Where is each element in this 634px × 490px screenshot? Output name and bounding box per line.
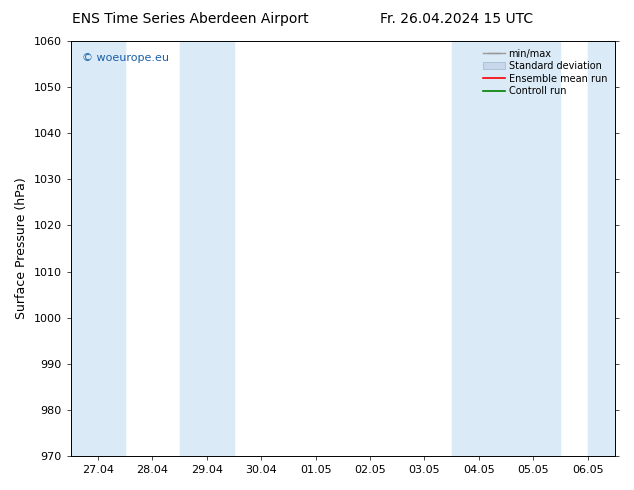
Legend: min/max, Standard deviation, Ensemble mean run, Controll run: min/max, Standard deviation, Ensemble me… — [481, 46, 610, 99]
Bar — [179, 41, 234, 456]
Y-axis label: Surface Pressure (hPa): Surface Pressure (hPa) — [15, 178, 28, 319]
Text: ENS Time Series Aberdeen Airport: ENS Time Series Aberdeen Airport — [72, 12, 309, 26]
Bar — [71, 41, 125, 456]
Text: Fr. 26.04.2024 15 UTC: Fr. 26.04.2024 15 UTC — [380, 12, 533, 26]
Bar — [451, 41, 560, 456]
Text: © woeurope.eu: © woeurope.eu — [82, 53, 169, 64]
Bar — [588, 41, 615, 456]
